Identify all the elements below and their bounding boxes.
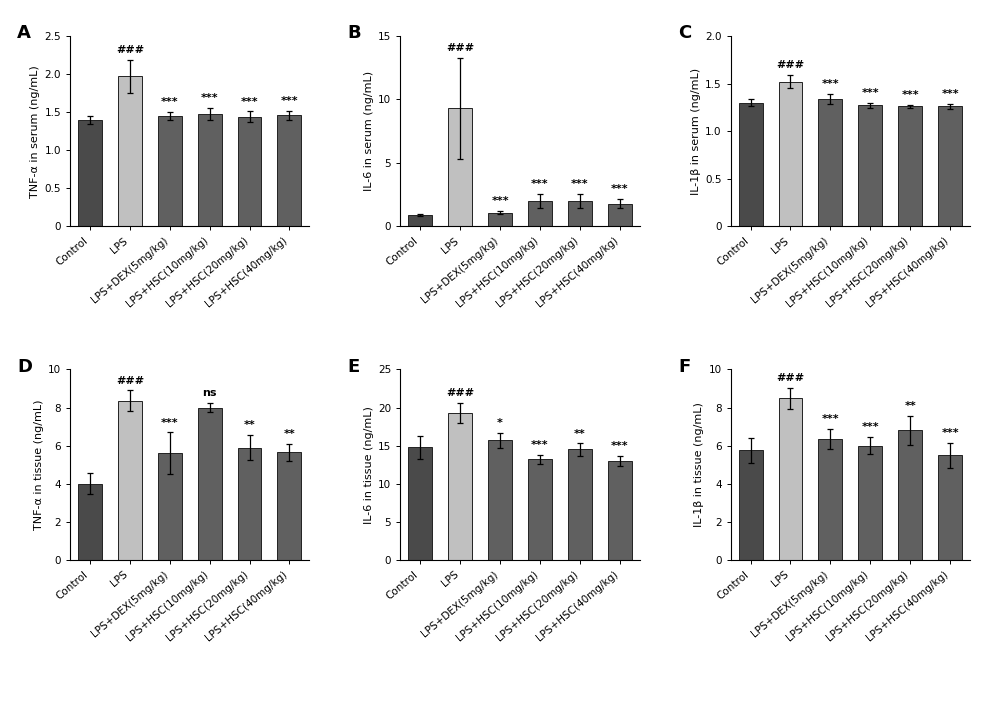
Bar bbox=[528, 201, 552, 226]
Bar bbox=[818, 439, 842, 560]
Bar bbox=[568, 449, 592, 560]
Bar bbox=[608, 204, 632, 226]
Bar bbox=[898, 106, 922, 226]
Y-axis label: TNF-α in tissue (ng/mL): TNF-α in tissue (ng/mL) bbox=[34, 399, 44, 530]
Text: ###: ### bbox=[446, 43, 474, 52]
Bar bbox=[78, 484, 102, 560]
Text: D: D bbox=[17, 358, 32, 376]
Bar bbox=[198, 408, 222, 560]
Text: ###: ### bbox=[776, 60, 805, 70]
Text: ***: *** bbox=[861, 422, 879, 432]
Bar bbox=[277, 452, 301, 560]
Text: ***: *** bbox=[941, 428, 959, 438]
Text: ###: ### bbox=[446, 388, 474, 398]
Text: ***: *** bbox=[941, 89, 959, 99]
Bar bbox=[779, 82, 802, 226]
Bar bbox=[779, 398, 802, 560]
Text: **: ** bbox=[574, 429, 586, 439]
Bar bbox=[858, 106, 882, 226]
Bar bbox=[158, 116, 182, 226]
Text: ***: *** bbox=[241, 97, 258, 106]
Text: F: F bbox=[678, 358, 690, 376]
Bar bbox=[118, 401, 142, 560]
Text: ***: *** bbox=[491, 196, 509, 206]
Text: ns: ns bbox=[202, 388, 217, 398]
Bar bbox=[448, 108, 472, 226]
Text: B: B bbox=[348, 24, 361, 42]
Text: ***: *** bbox=[822, 414, 839, 424]
Bar bbox=[448, 413, 472, 560]
Text: **: ** bbox=[284, 429, 295, 439]
Text: ***: *** bbox=[861, 88, 879, 98]
Bar bbox=[938, 106, 962, 226]
Bar bbox=[739, 103, 763, 226]
Text: ***: *** bbox=[611, 441, 629, 451]
Y-axis label: TNF-α in serum (ng/mL): TNF-α in serum (ng/mL) bbox=[30, 65, 40, 197]
Bar bbox=[568, 201, 592, 226]
Y-axis label: IL-6 in serum (ng/mL): IL-6 in serum (ng/mL) bbox=[364, 71, 374, 191]
Text: A: A bbox=[17, 24, 31, 42]
Text: **: ** bbox=[244, 421, 255, 430]
Bar bbox=[408, 447, 432, 560]
Text: ***: *** bbox=[901, 90, 919, 100]
Text: ***: *** bbox=[281, 95, 298, 106]
Bar bbox=[818, 99, 842, 226]
Text: ***: *** bbox=[611, 185, 629, 195]
Text: ***: *** bbox=[161, 98, 179, 108]
Bar bbox=[198, 113, 222, 226]
Y-axis label: IL-6 in tissue (ng/mL): IL-6 in tissue (ng/mL) bbox=[364, 406, 374, 523]
Text: ###: ### bbox=[116, 376, 144, 386]
Bar bbox=[739, 450, 763, 560]
Y-axis label: IL-1β in serum (ng/mL): IL-1β in serum (ng/mL) bbox=[691, 67, 701, 195]
Bar bbox=[158, 453, 182, 560]
Text: ***: *** bbox=[531, 180, 549, 190]
Text: ###: ### bbox=[776, 373, 805, 383]
Bar bbox=[858, 446, 882, 560]
Bar bbox=[528, 460, 552, 560]
Text: E: E bbox=[348, 358, 360, 376]
Text: C: C bbox=[678, 24, 691, 42]
Bar bbox=[277, 115, 301, 226]
Y-axis label: IL-1β in tissue (ng/mL): IL-1β in tissue (ng/mL) bbox=[694, 402, 704, 527]
Text: ***: *** bbox=[161, 418, 179, 428]
Bar bbox=[238, 117, 261, 226]
Text: ***: *** bbox=[531, 440, 549, 450]
Bar bbox=[898, 430, 922, 560]
Text: *: * bbox=[497, 418, 503, 428]
Text: ***: *** bbox=[201, 93, 218, 103]
Bar bbox=[118, 76, 142, 226]
Bar bbox=[78, 120, 102, 226]
Bar bbox=[488, 440, 512, 560]
Bar bbox=[608, 461, 632, 560]
Text: ***: *** bbox=[822, 79, 839, 89]
Bar bbox=[488, 213, 512, 226]
Bar bbox=[938, 455, 962, 560]
Text: ###: ### bbox=[116, 45, 144, 55]
Bar bbox=[238, 447, 261, 560]
Bar bbox=[408, 215, 432, 226]
Text: ***: *** bbox=[571, 180, 589, 190]
Text: **: ** bbox=[904, 401, 916, 411]
